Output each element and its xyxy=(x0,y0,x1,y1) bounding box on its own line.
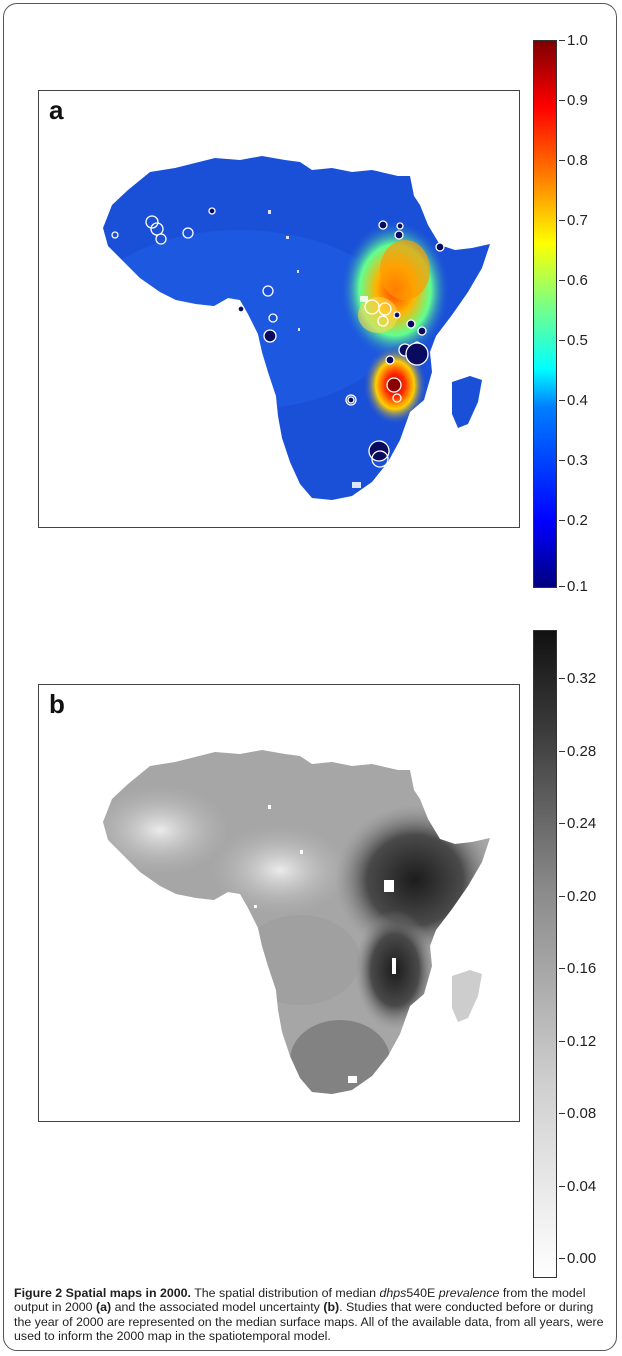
caption-text: . Studies that were conducted before or … xyxy=(14,1300,604,1344)
colorbar-a xyxy=(533,40,557,588)
colorbar-b-tick: 0.28 xyxy=(558,742,597,760)
figure-caption: Figure 2 Spatial maps in 2000. The spati… xyxy=(14,1282,608,1344)
colorbar-b-tick: 0.32 xyxy=(558,670,597,687)
caption-text: from the model output in 2000 xyxy=(14,1286,586,1315)
panel-a-letter: a xyxy=(49,95,64,125)
colorbar-a-tick: 0.6 xyxy=(559,272,588,289)
colorbar-b-tick: 0.20 xyxy=(558,887,597,905)
study-markers-2000 xyxy=(111,207,445,468)
colorbar-a-tick: 0.1 xyxy=(559,578,588,595)
caption-text: and the associated model uncertainty xyxy=(111,1300,324,1315)
colorbar-a-tick: 0.9 xyxy=(559,92,588,109)
colorbar-b xyxy=(533,630,557,1278)
caption-prevalence: prevalence xyxy=(438,1286,500,1300)
caption-ref-b: (b) xyxy=(323,1300,340,1315)
colorbar-b-tick: 0.16 xyxy=(558,960,597,977)
caption-text: The spatial distribution of median xyxy=(190,1286,380,1300)
colorbar-a-tick: 0.7 xyxy=(559,212,588,229)
colorbar-a-tick: 0.4 xyxy=(559,392,588,409)
colorbar-a-tick: 0.8 xyxy=(559,152,588,169)
caption-text: 540E xyxy=(406,1286,439,1300)
colorbar-b-tick: 0.08 xyxy=(558,1105,597,1122)
caption-lead: Figure 2 Spatial maps in 2000. xyxy=(14,1286,191,1300)
caption-gene: dhps xyxy=(379,1286,407,1300)
africa-uncertainty-map xyxy=(103,750,490,1094)
colorbar-b-tick: 0.12 xyxy=(558,1032,597,1050)
panel-b-letter: b xyxy=(49,689,65,719)
colorbar-b-tick: 0.24 xyxy=(558,815,597,832)
figure-frame xyxy=(3,3,617,1351)
africa-prevalence-map xyxy=(103,156,490,500)
colorbar-a-tick: 0.2 xyxy=(559,512,588,529)
caption-ref-a: (a) xyxy=(96,1300,112,1315)
colorbar-b-tick: 0.00 xyxy=(558,1250,597,1267)
colorbar-a-tick: 0.5 xyxy=(559,332,588,349)
colorbar-b-tick: 0.04 xyxy=(558,1177,597,1195)
colorbar-a-tick: 1.0 xyxy=(559,32,588,49)
colorbar-a-tick: 0.3 xyxy=(559,452,588,469)
